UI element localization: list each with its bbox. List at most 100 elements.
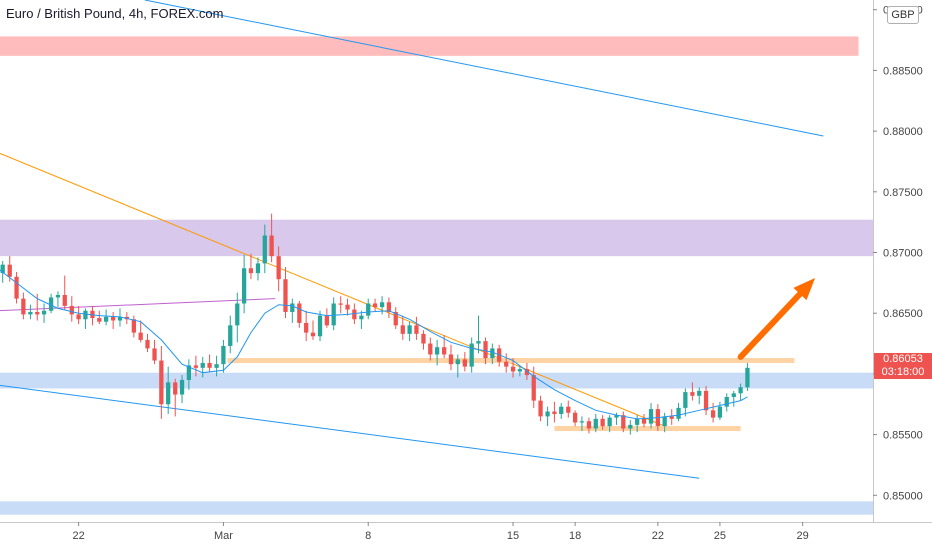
candle [566,400,571,418]
time-tick-label: 29 [797,530,809,542]
candle [448,344,454,371]
candle-body [566,406,571,413]
candle [241,254,247,314]
candle [97,310,102,325]
candle-body [717,406,723,418]
candle-body [214,364,219,368]
candle-body [366,303,371,316]
arrow-layer [737,277,816,360]
candle [648,403,654,429]
orange-trendline[interactable] [0,152,677,432]
candle [310,320,316,340]
candle [207,354,212,372]
candle-body [0,264,5,274]
candle-body [400,325,405,334]
candle [579,416,585,431]
candle-body [455,359,460,365]
candle-body [35,311,40,315]
candle-body [607,417,612,427]
purple-line[interactable] [0,298,276,312]
candle [710,403,716,423]
arrow-head-icon[interactable] [793,277,816,301]
candle [248,253,254,280]
candle-body [697,390,702,396]
candle-body [359,315,364,320]
candle-body [428,343,433,355]
candle [676,403,681,422]
price-tick-label: 0.85000 [883,490,923,502]
time-tick-label: 15 [507,530,519,542]
candle [152,339,157,365]
candle [738,383,743,401]
support-zone[interactable] [0,372,873,389]
price-axis[interactable]: 0.850000.855000.860000.865000.870000.875… [873,5,923,503]
candle [745,362,750,391]
price-tick-label: 0.88000 [883,126,923,138]
arrow-shaft[interactable] [737,290,803,360]
candle-body [7,264,12,277]
candle [538,395,543,422]
candle-body [559,406,564,414]
candle-body [531,375,536,401]
candle-body [593,418,598,429]
candle-body [241,268,247,304]
candle-body [62,294,67,306]
bar-countdown: 03:18:00 [881,366,925,378]
candle [469,337,474,373]
candle [262,224,267,274]
candle [62,275,67,310]
candle-body [276,256,281,280]
candle [41,303,47,323]
candle [186,359,192,390]
currency-badge[interactable]: GBP [887,6,919,24]
candle [179,375,185,404]
candle [324,308,329,328]
candle-body [517,369,523,372]
time-axis[interactable]: 22 Mar 8 15 18 22 25 29 [72,522,809,542]
blue-lower-trendline[interactable] [0,384,700,479]
candle [304,310,309,342]
candle-body [248,268,254,274]
supply-zone[interactable] [0,36,859,56]
candle [683,388,688,417]
resistance-zone[interactable] [0,219,873,257]
candle [200,356,205,378]
lower-zone[interactable] [0,501,873,515]
price-tick-label: 0.86500 [883,308,923,320]
candle-body [504,361,509,367]
candle-body [572,412,578,423]
candle-body [255,263,261,274]
candle [111,311,116,329]
candle [338,296,343,314]
candle-body [614,415,619,418]
candle [600,415,605,430]
candle [359,310,364,329]
candle-body [628,424,633,429]
candle [331,297,336,331]
candle-body [28,311,33,315]
candle [434,339,440,366]
candle-body [621,415,626,429]
candle-body [393,311,398,326]
moving-average-line[interactable] [0,267,748,420]
blue-upper-trendline[interactable] [144,0,824,137]
candle-body [738,387,743,394]
candle-body [173,382,178,395]
drawing-lines-layer [0,0,824,479]
candle-body [648,409,654,424]
candle-body [97,318,102,322]
candle-body [386,302,392,312]
candle-body [683,392,688,408]
candle [407,321,412,342]
candle [455,354,460,378]
candle-body [131,319,136,333]
candle [117,308,123,327]
candle [159,345,164,419]
candle-body [304,322,309,333]
candle-body [469,343,474,367]
candle [504,353,509,373]
candle [510,358,516,378]
candle-body [635,418,640,425]
